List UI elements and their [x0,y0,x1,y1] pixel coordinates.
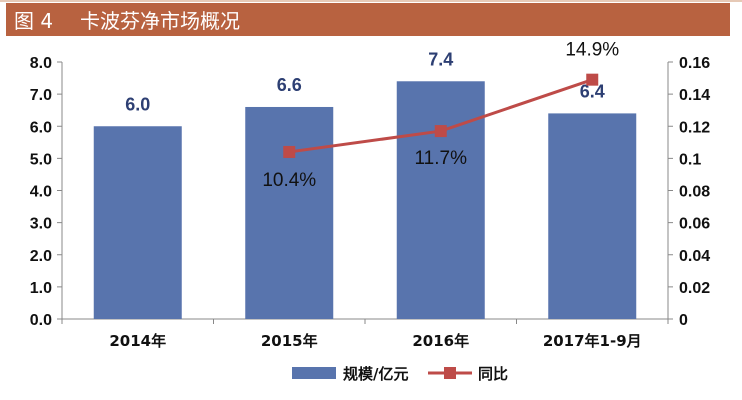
bar-value-label: 6.6 [277,75,302,95]
legend-swatch-bar [292,367,336,379]
y-left-tick-label: 5.0 [30,151,52,168]
y-left-tick-label: 4.0 [30,184,52,201]
top-border [0,0,742,2]
y-right-tick-label: 0.16 [679,55,710,72]
y-right-tick-label: 0.02 [679,280,710,297]
figure-number: 图 4 [14,9,54,33]
y-left-tick-label: 7.0 [30,87,52,104]
y-right-tick-label: 0.14 [679,87,710,104]
line-point-marker [283,145,296,158]
bar [93,126,182,319]
y-left-tick-label: 0.0 [30,312,52,329]
x-tick-label: 2014年 [109,332,166,350]
x-tick-label: 2017年1-9月 [543,332,642,350]
bar-value-label: 7.4 [428,49,453,69]
x-tick-label: 2015年 [261,332,318,350]
bar-value-label: 6.0 [125,94,150,114]
bar-value-label: 6.4 [580,81,605,101]
y-right-tick-label: 0.06 [679,216,710,233]
legend-label-bar: 规模/亿元 [343,365,408,383]
bar [548,113,637,320]
figure-title-bar: 图 4 卡波芬净市场概况 [6,3,730,36]
y-left-tick-label: 1.0 [30,280,52,297]
y-left-tick-label: 3.0 [30,216,52,233]
x-tick-label: 2016年 [412,332,469,350]
line-value-label: 10.4% [262,170,316,191]
y-right-tick-label: 0 [679,312,688,329]
line-value-label: 14.9% [565,40,619,61]
y-right-tick-label: 0.04 [679,248,710,265]
line-value-label: 11.7% [415,148,468,169]
y-left-tick-label: 8.0 [30,55,52,72]
line-point-marker [586,73,599,86]
legend-swatch-marker [444,367,456,379]
legend-label-line: 同比 [478,365,508,383]
line-point-marker [434,125,447,138]
figure-title: 卡波芬净市场概况 [80,9,240,33]
y-right-tick-label: 0.08 [679,184,710,201]
bar [396,81,485,320]
y-right-tick-label: 0.12 [679,119,710,136]
y-right-tick-label: 0.1 [679,151,701,168]
y-left-tick-label: 6.0 [30,119,52,136]
y-left-tick-label: 2.0 [30,248,52,265]
bar [245,106,334,319]
